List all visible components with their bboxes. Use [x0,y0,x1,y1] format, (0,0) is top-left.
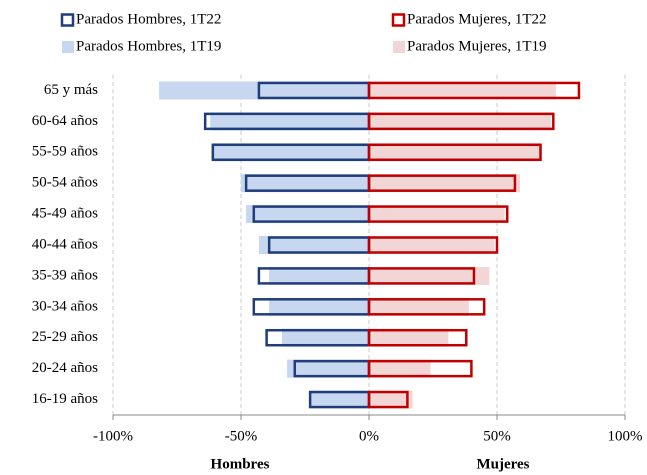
y-tick-label: 40-44 años [32,236,98,252]
bar [281,328,369,347]
y-tick-label: 50-54 años [32,175,98,191]
bar [367,298,486,316]
y-tick-label: 25-29 años [32,329,98,345]
x-tick-label: -100% [93,428,133,444]
bar [258,236,369,254]
bar [269,297,369,316]
x-tick-label: -50% [225,428,258,444]
bar [310,390,369,409]
bar [369,205,505,224]
y-tick-label: 60-64 años [32,113,98,129]
x-axis-label: Hombres [211,456,270,472]
bar [212,143,369,162]
bar [367,359,473,378]
bar [369,81,556,100]
bar [369,359,431,378]
y-tick-label: 65 y más [44,82,98,98]
legend-label: Parados Mujeres, 1T19 [407,38,547,54]
y-tick-label: 35-39 años [32,267,98,283]
legend-label: Parados Hombres, 1T19 [76,38,221,54]
legend-swatch [393,41,405,53]
bar [367,390,409,409]
y-tick-label: 30-34 años [32,298,98,314]
bar [369,328,449,347]
bar [367,267,476,285]
bar [367,236,499,254]
y-tick-label: 45-49 años [32,206,98,222]
bar [369,266,490,285]
x-axis-label: Mujeres [476,456,529,472]
x-tick-label: 0% [359,428,379,444]
bar [287,359,369,378]
y-tick-label: 16-19 años [32,391,98,407]
y-tick-label: 55-59 años [32,144,98,160]
bar [367,81,581,100]
legend-label: Parados Hombres, 1T22 [76,11,221,27]
bar [159,81,369,100]
bar [367,328,468,347]
legend-swatch [62,41,74,53]
bar [367,174,517,192]
bar [369,112,551,131]
legend-label: Parados Mujeres, 1T22 [407,11,547,27]
legend-swatch [60,13,75,27]
bar [369,143,541,162]
bar [369,236,495,254]
bar [369,297,469,316]
bar [369,174,521,193]
bar [369,390,413,409]
y-tick-label: 20-24 años [32,360,98,376]
bar [367,112,555,131]
bar [241,174,369,193]
bar [269,266,369,285]
bar [246,205,369,224]
x-tick-label: 50% [483,428,511,444]
bar [367,143,542,162]
x-tick-label: 100% [608,428,643,444]
legend-swatch [391,13,406,27]
bar [367,205,509,223]
bar [210,112,369,131]
